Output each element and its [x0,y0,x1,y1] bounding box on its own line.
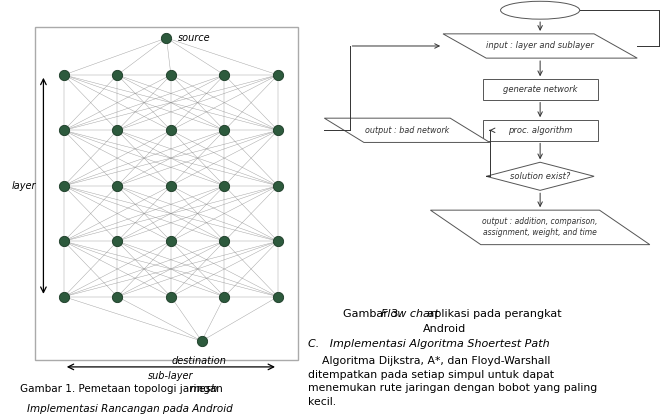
Text: Gambar 1. Pemetaan topologi jaringan: Gambar 1. Pemetaan topologi jaringan [20,384,226,394]
Text: sub-layer: sub-layer [148,371,194,381]
Polygon shape [486,162,594,190]
Text: C.   Implementasi Algoritma Shoertest Path: C. Implementasi Algoritma Shoertest Path [308,339,550,349]
Bar [483,79,597,100]
Point [112,71,123,78]
Point [166,293,176,300]
Polygon shape [443,34,637,58]
Point [166,238,176,244]
Text: Gambar 3.: Gambar 3. [343,309,406,319]
Point [196,338,207,344]
Point [219,182,230,189]
Bar [483,120,597,141]
Point [112,238,123,244]
Point [272,293,283,300]
Text: mesh: mesh [190,384,218,394]
Text: layer: layer [12,181,37,191]
Text: solution exist?: solution exist? [510,172,570,181]
Text: output : addition, comparison,
assignment, weight, and time: output : addition, comparison, assignmen… [482,217,598,237]
Point [219,127,230,134]
Point [112,293,123,300]
Point [166,71,176,78]
Text: input : layer and sublayer: input : layer and sublayer [486,42,594,50]
Text: Implementasi Rancangan pada Android: Implementasi Rancangan pada Android [27,404,232,414]
Text: proc. algorithm: proc. algorithm [508,126,572,135]
Point [112,127,123,134]
Point [219,71,230,78]
Point [272,182,283,189]
Point [272,238,283,244]
Point [272,127,283,134]
Point [59,293,69,300]
Ellipse shape [501,1,579,19]
Text: Android: Android [423,324,466,334]
Point [59,71,69,78]
Point [219,238,230,244]
Text: generate network: generate network [503,85,577,94]
Point [59,127,69,134]
Text: Flow chart: Flow chart [381,309,439,319]
Text: destination: destination [171,356,226,366]
Text: aplikasi pada perangkat: aplikasi pada perangkat [424,309,562,319]
Point [59,238,69,244]
Point [166,182,176,189]
Point [161,34,172,41]
Text: output : bad network: output : bad network [365,126,449,135]
Text: Algoritma Dijkstra, A*, dan Floyd-Warshall
ditempatkan pada setiap simpul untuk : Algoritma Dijkstra, A*, dan Floyd-Warsha… [308,356,597,407]
Polygon shape [324,118,490,142]
Point [219,293,230,300]
Polygon shape [430,210,650,244]
Text: source: source [178,33,211,43]
Point [166,127,176,134]
Point [272,71,283,78]
Point [59,182,69,189]
Point [112,182,123,189]
